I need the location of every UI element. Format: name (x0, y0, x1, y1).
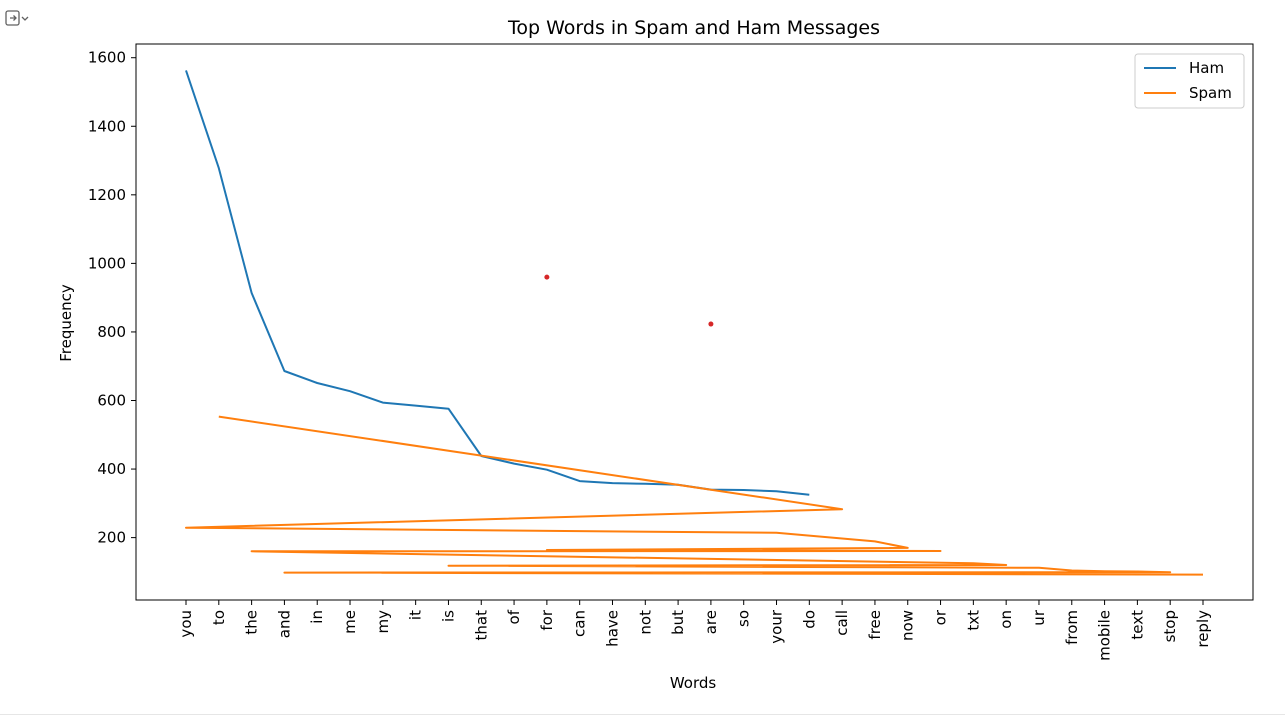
y-tick-label: 1000 (88, 254, 126, 272)
y-tick-label: 200 (97, 529, 126, 547)
x-tick-label: your (768, 609, 786, 644)
x-tick-label: in (308, 610, 326, 624)
x-tick-label: are (702, 610, 720, 634)
y-axis-label: Frequency (57, 284, 75, 362)
x-tick-label: the (243, 610, 261, 635)
y-tick-label: 400 (97, 460, 126, 478)
x-tick-label: from (1063, 610, 1081, 645)
series-line-ham (185, 70, 810, 496)
x-tick-label: reply (1194, 610, 1212, 648)
marker-dot (544, 274, 550, 280)
x-tick-label: for (538, 609, 556, 630)
x-tick-label: not (636, 610, 654, 635)
x-tick-label: mobile (1096, 610, 1114, 661)
x-tick-label: have (603, 610, 621, 647)
x-tick-label: and (275, 610, 293, 638)
x-tick-label: txt (964, 610, 982, 631)
x-tick-label: do (800, 610, 818, 629)
x-tick-label: you (177, 610, 195, 638)
x-tick-label: it (407, 610, 425, 620)
series-line-spam (185, 415, 1204, 576)
x-axis-label: Words (670, 674, 717, 692)
x-tick-label: on (997, 610, 1015, 629)
x-tick-label: call (833, 610, 851, 636)
x-tick-label: my (374, 610, 392, 634)
plot-series (185, 70, 1204, 576)
legend-label-spam: Spam (1189, 84, 1232, 102)
marker-dot (708, 321, 714, 327)
x-tick-label: now (899, 610, 917, 641)
output-divider (0, 714, 1285, 715)
x-tick-label: but (669, 610, 687, 635)
legend: Ham Spam (1134, 53, 1245, 109)
x-tick-label: me (341, 610, 359, 634)
x-axis-ticks: you to the and in me my it is that of for can have not… (177, 600, 1212, 661)
x-tick-label: so (735, 610, 753, 627)
y-tick-label: 1200 (88, 186, 126, 204)
y-tick-label: 600 (97, 391, 126, 409)
output-toggle-icon[interactable] (4, 8, 30, 28)
chart-title: Top Words in Spam and Ham Messages (507, 17, 880, 39)
y-tick-label: 800 (97, 323, 126, 341)
x-tick-label: that (472, 610, 490, 641)
plot-frame (135, 43, 1254, 601)
x-tick-label: of (505, 609, 523, 624)
x-tick-label: ur (1030, 609, 1048, 626)
plot-annotations (544, 274, 714, 327)
x-tick-label: is (439, 610, 457, 622)
x-tick-label: text (1128, 610, 1146, 640)
x-tick-label: to (210, 610, 228, 625)
x-tick-label: stop (1161, 610, 1179, 642)
x-tick-label: free (866, 610, 884, 640)
x-tick-label: can (571, 610, 589, 637)
x-tick-label: or (932, 609, 950, 625)
y-axis-ticks: 200 400 600 800 1000 1200 1400 1600 (88, 49, 136, 547)
legend-label-ham: Ham (1189, 59, 1224, 77)
y-tick-label: 1400 (88, 117, 126, 135)
y-tick-label: 1600 (88, 49, 126, 67)
